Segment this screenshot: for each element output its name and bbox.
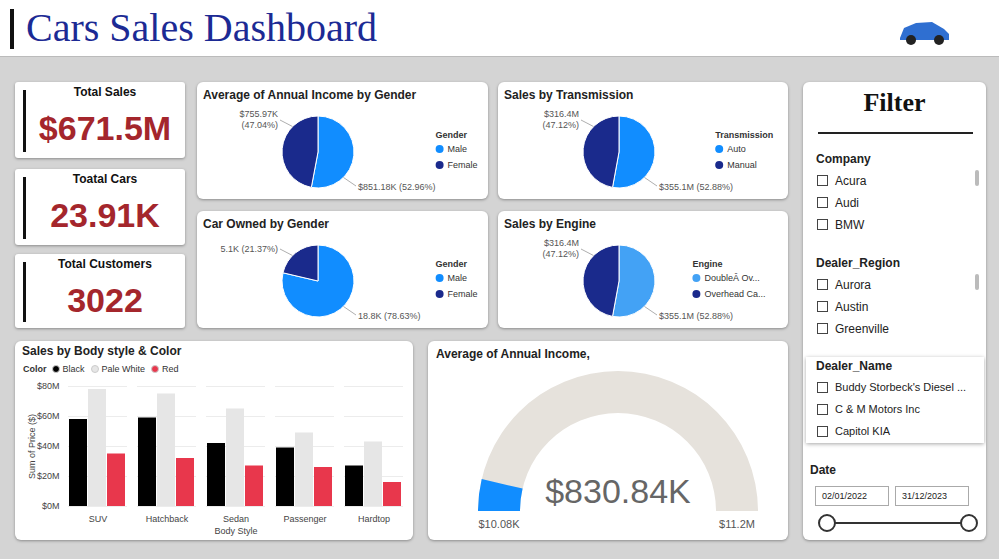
svg-text:$316.4M(47.12%): $316.4M(47.12%) xyxy=(542,238,579,259)
svg-text:$316.4M(47.12%): $316.4M(47.12%) xyxy=(542,109,579,130)
svg-text:$40M: $40M xyxy=(37,441,60,451)
svg-text:$10.08K: $10.08K xyxy=(479,518,521,530)
svg-text:Sedan: Sedan xyxy=(223,514,249,524)
html-text:Filter: Filter xyxy=(863,88,926,117)
svg-text:Male: Male xyxy=(448,273,468,283)
svg-text:Sum of Price ($): Sum of Price ($) xyxy=(27,414,37,479)
html-text:Dealer_Name: Dealer_Name xyxy=(816,359,893,373)
svg-text:SUV: SUV xyxy=(89,514,108,524)
html-text:Company: Company xyxy=(816,152,871,166)
html-text:Dealer_Region: Dealer_Region xyxy=(816,256,900,270)
html-text:Austin: Austin xyxy=(835,300,869,314)
svg-text:$60M: $60M xyxy=(37,411,60,421)
svg-text:Engine: Engine xyxy=(692,259,722,269)
svg-text:$20M: $20M xyxy=(37,471,60,481)
svg-text:Overhead Ca...: Overhead Ca... xyxy=(704,289,765,299)
html-text:Color: Color xyxy=(23,364,47,374)
html-text:Sales by Body style & Color: Sales by Body style & Color xyxy=(22,344,182,358)
svg-text:Sales by Transmission: Sales by Transmission xyxy=(504,88,633,102)
svg-text:Body Style: Body Style xyxy=(214,526,257,536)
html-text:Toatal Cars: Toatal Cars xyxy=(72,172,138,186)
html-text:Audi: Audi xyxy=(835,196,859,210)
svg-text:Female: Female xyxy=(448,289,478,299)
svg-text:Auto: Auto xyxy=(727,144,746,154)
html-text:C & M Motors Inc: C & M Motors Inc xyxy=(835,403,920,415)
html-text:$671.5M: $671.5M xyxy=(38,109,172,147)
svg-text:Sales by Engine: Sales by Engine xyxy=(504,217,596,231)
svg-text:Manual: Manual xyxy=(727,160,757,170)
html-text:Capitol KIA: Capitol KIA xyxy=(835,425,890,437)
html-text:Red: Red xyxy=(162,364,179,374)
html-text:Buddy Storbeck's Diesel ...: Buddy Storbeck's Diesel ... xyxy=(835,381,967,393)
svg-text:Hardtop: Hardtop xyxy=(358,514,390,524)
svg-text:Gender: Gender xyxy=(436,130,468,140)
html-text:Greenville: Greenville xyxy=(835,322,889,336)
svg-text:Gender: Gender xyxy=(436,259,468,269)
svg-text:$755.97K(47.04%): $755.97K(47.04%) xyxy=(239,109,278,130)
svg-text:Passenger: Passenger xyxy=(283,514,326,524)
html-text:Black: Black xyxy=(62,364,85,374)
svg-text:Hatchback: Hatchback xyxy=(146,514,189,524)
svg-text:DoubleÂ Ov...: DoubleÂ Ov... xyxy=(704,273,759,283)
svg-text:5.1K (21.37%): 5.1K (21.37%) xyxy=(220,244,278,254)
svg-text:18.8K (78.63%): 18.8K (78.63%) xyxy=(358,311,421,321)
html-text:31/12/2023: 31/12/2023 xyxy=(902,491,947,501)
html-text:Aurora: Aurora xyxy=(835,278,871,292)
html-text:Pale White: Pale White xyxy=(101,364,145,374)
html-text:BMW: BMW xyxy=(835,218,865,232)
html-text:Date: Date xyxy=(810,463,836,477)
svg-text:Male: Male xyxy=(448,144,468,154)
svg-text:$830.84K: $830.84K xyxy=(545,472,691,510)
svg-text:$851.18K (52.96%): $851.18K (52.96%) xyxy=(358,182,436,192)
svg-text:$355.1M (52.88%): $355.1M (52.88%) xyxy=(659,182,733,192)
html-text:Cars Sales Dashboard: Cars Sales Dashboard xyxy=(26,5,377,50)
html-text:Total Customers: Total Customers xyxy=(58,257,152,271)
html-text:3022: 3022 xyxy=(67,281,143,319)
svg-text:Transmission: Transmission xyxy=(715,130,773,140)
html-text:02/01/2022: 02/01/2022 xyxy=(822,491,867,501)
html-text:Total Sales: Total Sales xyxy=(73,85,137,99)
svg-text:Average of Annual Income,: Average of Annual Income, xyxy=(436,347,590,361)
svg-text:Female: Female xyxy=(448,160,478,170)
svg-text:Average of Annual Income by Ge: Average of Annual Income by Gender xyxy=(203,88,416,102)
svg-text:$0M: $0M xyxy=(42,501,60,511)
html-text:23.91K: 23.91K xyxy=(50,196,160,234)
html-text:Acura: Acura xyxy=(835,174,867,188)
svg-text:$80M: $80M xyxy=(37,381,60,391)
svg-text:Car Owned by Gender: Car Owned by Gender xyxy=(203,217,329,231)
svg-text:$355.1M (52.88%): $355.1M (52.88%) xyxy=(659,311,733,321)
svg-text:$11.2M: $11.2M xyxy=(719,518,755,530)
